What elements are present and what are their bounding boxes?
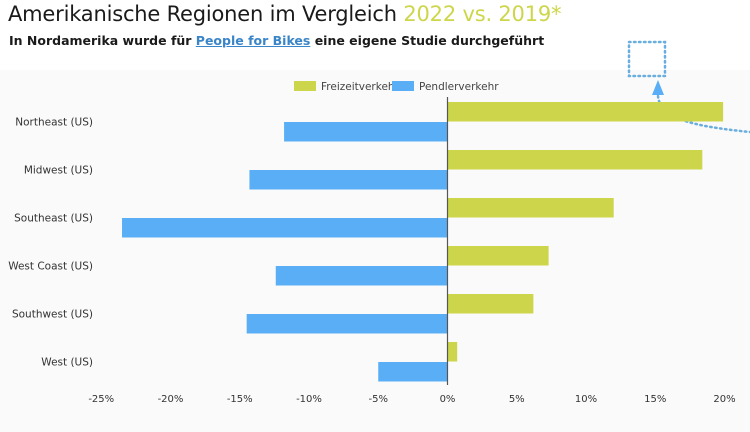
x-tick-label: -10% (296, 394, 322, 405)
category-label: Southeast (US) (14, 213, 93, 225)
x-tick-label: 15% (644, 394, 666, 405)
category-labels: Northeast (US) Midwest (US) Southeast (US)… (8, 117, 93, 369)
x-tick-label: -5% (369, 394, 388, 405)
legend-swatch-pendler (392, 81, 414, 91)
x-tick-label: 0% (440, 394, 456, 405)
x-tick-label: -20% (158, 394, 184, 405)
bars-group (122, 102, 724, 382)
category-label: West (US) (41, 357, 93, 369)
bar-pendler-southwest-us (246, 314, 448, 334)
bar-freizeit-southwest-us (447, 294, 534, 314)
title-main: Amerikanische Regionen im Vergleich (8, 2, 397, 26)
bar-pendler-northeast-us (284, 122, 448, 142)
people-for-bikes-link[interactable]: People for Bikes (195, 33, 311, 48)
x-tick-label: -15% (227, 394, 253, 405)
bar-freizeit-west-us (447, 342, 458, 362)
x-axis-tick-labels: -25% -20% -15% -10% -5% 0% 5% 10% 15% 20% (88, 394, 735, 405)
legend: Freizeitverkehr Pendlerverkehr (294, 81, 499, 93)
category-label: Southwest (US) (12, 309, 93, 321)
bar-pendler-midwest-us (249, 170, 448, 190)
bar-pendler-west-coast-us (275, 266, 448, 286)
bar-freizeit-southeast-us (447, 198, 614, 218)
header: Amerikanische Regionen im Vergleich 2022… (0, 0, 750, 70)
bar-freizeit-northeast-us (447, 102, 724, 122)
subtitle-text-before: In Nordamerika wurde für (9, 33, 196, 48)
x-tick-label: 20% (713, 394, 735, 405)
category-label: Midwest (US) (24, 165, 93, 177)
bar-freizeit-midwest-us (447, 150, 703, 170)
bar-freizeit-west-coast-us (447, 246, 549, 266)
subtitle: In Nordamerika wurde für People for Bike… (9, 33, 544, 48)
x-tick-label: 10% (575, 394, 597, 405)
title-accent: 2022 vs. 2019* (403, 2, 562, 26)
legend-label-pendler: Pendlerverkehr (419, 81, 499, 93)
annotation-dotted-box (627, 40, 667, 78)
legend-label-freizeit: Freizeitverkehr (321, 81, 400, 93)
x-tick-label: -25% (88, 394, 114, 405)
subtitle-text-after: eine eigene Studie durchgeführt (310, 33, 545, 48)
bar-pendler-southeast-us (122, 218, 448, 238)
x-tick-label: 5% (509, 394, 525, 405)
page-title: Amerikanische Regionen im Vergleich 2022… (8, 2, 562, 26)
bar-pendler-west-us (378, 362, 448, 382)
annotation-arrow-head-icon (652, 80, 664, 95)
category-label: Northeast (US) (15, 117, 93, 129)
legend-swatch-freizeit (294, 81, 316, 91)
category-label: West Coast (US) (8, 261, 93, 273)
